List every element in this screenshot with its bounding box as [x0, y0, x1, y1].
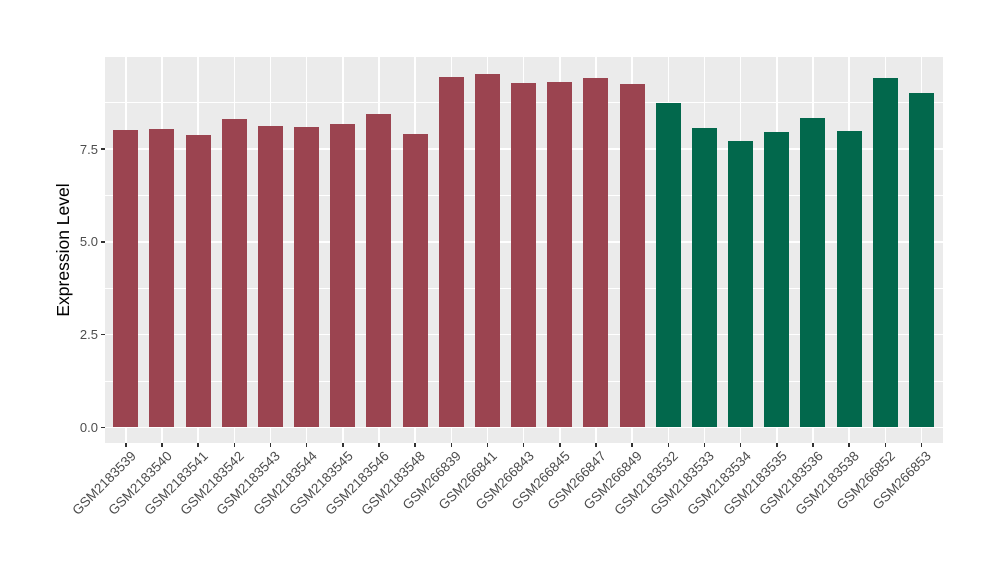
x-tick-mark — [848, 443, 850, 447]
y-tick-mark — [101, 148, 105, 150]
x-tick-mark — [486, 443, 489, 447]
bar-GSM266841 — [474, 74, 500, 428]
x-tick-mark — [559, 443, 561, 447]
x-tick-mark — [522, 443, 525, 447]
x-tick-mark — [342, 443, 344, 447]
x-tick-mark — [812, 443, 814, 447]
bar-GSM2183533 — [691, 127, 717, 428]
x-tick-mark — [631, 443, 633, 447]
bar-GSM2183544 — [294, 126, 320, 428]
bar-GSM2183538 — [836, 130, 862, 428]
bar-GSM2183535 — [764, 132, 790, 428]
y-tick-mark — [101, 241, 105, 243]
bar-GSM2183546 — [366, 114, 392, 428]
bar-GSM2183534 — [728, 140, 754, 428]
bar-GSM266853 — [908, 92, 934, 428]
bar-GSM2183532 — [655, 102, 681, 428]
bar-GSM266847 — [583, 78, 609, 428]
bar-GSM2183545 — [330, 123, 356, 428]
bar-GSM2183539 — [113, 130, 139, 428]
plot-panel — [105, 57, 943, 443]
x-tick-mark — [161, 443, 163, 447]
y-tick-mark — [101, 426, 105, 429]
x-tick-mark — [595, 443, 597, 447]
x-tick-mark — [414, 443, 416, 447]
bar-GSM2183536 — [800, 118, 826, 428]
bar-GSM266852 — [872, 77, 898, 428]
bar-GSM2183540 — [149, 128, 175, 428]
bar-GSM266849 — [619, 84, 645, 428]
bar-GSM2183548 — [402, 134, 428, 428]
y-tick-label: 7.5 — [79, 141, 98, 157]
y-tick-label: 0.0 — [79, 420, 98, 435]
bar-GSM266845 — [547, 81, 573, 428]
bar-GSM266839 — [438, 76, 464, 428]
bar-GSM266843 — [511, 83, 537, 428]
x-tick-mark — [378, 443, 380, 447]
x-tick-mark — [776, 443, 778, 447]
x-tick-mark — [269, 443, 272, 447]
bar-GSM2183542 — [221, 118, 247, 428]
x-tick-mark — [703, 443, 706, 447]
x-tick-mark — [739, 443, 742, 447]
y-tick-label: 5.0 — [79, 234, 98, 250]
x-tick-mark — [884, 443, 887, 447]
x-tick-mark — [125, 443, 127, 447]
x-tick-mark — [305, 443, 308, 447]
bar-GSM2183543 — [257, 125, 283, 428]
y-tick-mark — [101, 333, 105, 336]
x-tick-mark — [920, 443, 923, 447]
x-tick-mark — [233, 443, 236, 447]
x-tick-mark — [667, 443, 670, 447]
x-tick-mark — [197, 443, 199, 447]
x-tick-mark — [450, 443, 453, 447]
y-tick-label: 2.5 — [79, 327, 98, 343]
bar-GSM2183541 — [185, 134, 211, 428]
